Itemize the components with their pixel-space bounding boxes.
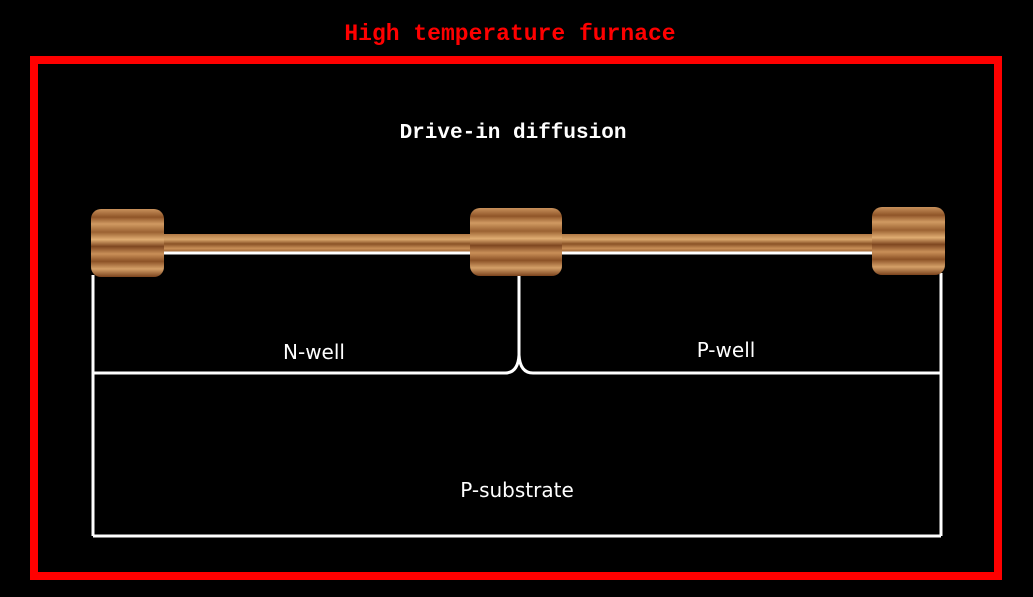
p-well-label: P-well (697, 338, 756, 362)
process-step-title: Drive-in diffusion (400, 122, 627, 145)
right-field-oxide (872, 207, 945, 275)
center-field-oxide (470, 208, 562, 276)
p-substrate-label: P-substrate (460, 478, 574, 502)
n-well-label: N-well (283, 340, 345, 364)
furnace-border (30, 56, 1002, 580)
well-boundary (95, 273, 941, 375)
furnace-title: High temperature furnace (344, 21, 675, 47)
wafer-outline (91, 251, 943, 538)
left-field-oxide (91, 209, 164, 277)
